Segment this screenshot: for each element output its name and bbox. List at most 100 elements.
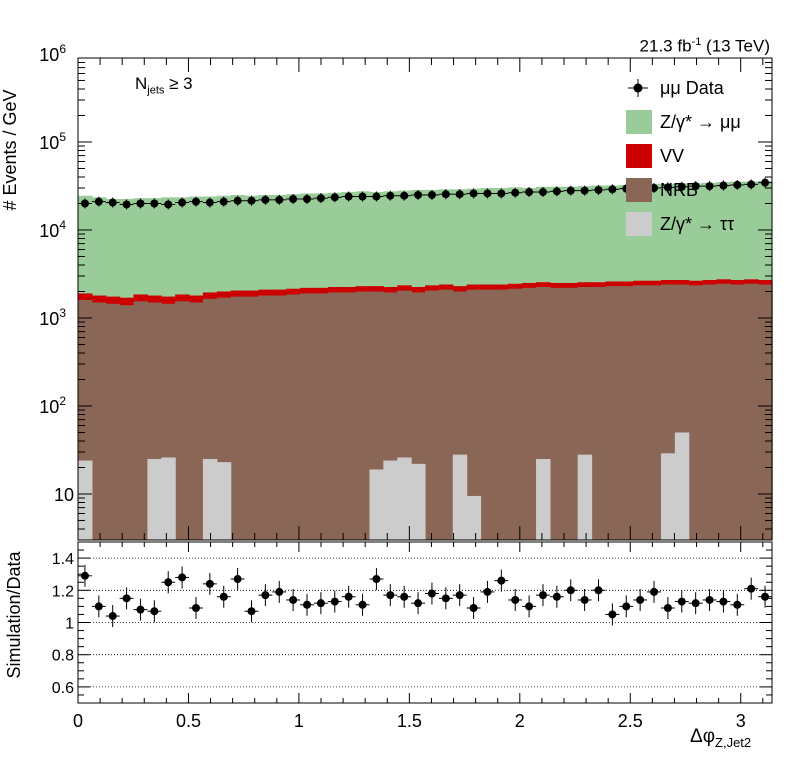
data-point-46: [719, 181, 728, 190]
data-point-32: [525, 188, 534, 197]
ratio-point-29: [483, 587, 492, 596]
ratio-point-22: [386, 591, 395, 600]
data-point-8: [191, 197, 200, 206]
nrb-bar-46: [716, 283, 731, 540]
legend-swatch-vv: [626, 144, 652, 168]
data-point-45: [705, 182, 714, 191]
ytick-label-10: 10: [54, 485, 74, 505]
nrb-bar-41: [647, 285, 662, 540]
data-point-23: [400, 191, 409, 200]
nrb-bar-15: [286, 294, 301, 540]
tautau-bar-28: [466, 495, 482, 540]
data-point-42: [663, 183, 672, 192]
legend-swatch-tautau: [626, 212, 652, 236]
nrb-bar-45: [702, 284, 718, 540]
ratio-point-34: [552, 592, 561, 601]
tautau-bar-36: [577, 454, 593, 540]
data-point-27: [455, 190, 464, 199]
nrb-bar-30: [494, 289, 509, 540]
nrb-bar-3: [119, 305, 135, 540]
ratio-point-23: [400, 592, 409, 601]
nrb-bar-37: [591, 286, 607, 540]
legend-data-marker: [633, 83, 643, 93]
xtick-label-3: 1.5: [397, 711, 422, 731]
data-point-17: [316, 194, 325, 203]
jet-multiplicity-label: Njets ≥ 3: [135, 74, 193, 97]
ytick-label-1000: 103: [39, 306, 66, 329]
ratio-point-44: [691, 599, 700, 608]
data-point-19: [344, 192, 353, 201]
ratio-point-32: [525, 602, 534, 611]
nrb-bar-16: [300, 293, 315, 540]
ratio-point-11: [233, 575, 242, 584]
data-point-36: [580, 186, 589, 195]
ratio-point-20: [358, 600, 367, 609]
tautau-bar-33: [536, 458, 551, 540]
ratio-point-26: [441, 594, 450, 603]
ratio-point-0: [80, 571, 89, 580]
xtick-label-4: 2: [515, 711, 525, 731]
tautau-bar-23: [397, 457, 412, 540]
tautau-bar-24: [411, 463, 426, 540]
ratio-point-31: [511, 595, 520, 604]
tautau-bar-22: [383, 460, 398, 540]
ratio-point-15: [289, 595, 298, 604]
data-point-5: [150, 199, 159, 208]
legend-swatch-zmumu: [626, 110, 652, 134]
data-point-15: [289, 194, 298, 203]
legend-label-vv: VV: [660, 146, 684, 166]
ratio-point-47: [733, 600, 742, 609]
nrb-bar-29: [480, 289, 495, 540]
ytick-label-100000: 105: [39, 130, 66, 153]
xtick-label-1: 0.5: [176, 711, 201, 731]
nrb-bar-4: [133, 301, 148, 540]
ratio-point-42: [663, 604, 672, 613]
ratio-point-19: [344, 592, 353, 601]
data-point-47: [733, 180, 742, 189]
tautau-bar-21: [369, 469, 384, 540]
nrb-bar-26: [438, 289, 454, 540]
nrb-bar-19: [341, 292, 357, 540]
data-point-38: [608, 185, 617, 194]
ratio-point-5: [150, 607, 159, 616]
nrb-bar-20: [355, 291, 371, 540]
data-point-14: [275, 195, 284, 204]
nrb-bar-25: [425, 290, 440, 540]
ratio-point-28: [469, 604, 478, 613]
nrb-bar-2: [105, 303, 121, 540]
data-point-30: [497, 189, 506, 198]
main-frame: [77, 57, 773, 541]
ratio-point-8: [191, 604, 200, 613]
nrb-bar-32: [522, 287, 537, 540]
legend-label-tautau: Z/γ* → ττ: [660, 214, 734, 234]
nrb-bar-39: [619, 286, 634, 540]
xtick-label-0: 0: [73, 711, 83, 731]
data-point-9: [205, 198, 214, 207]
data-point-33: [538, 188, 547, 197]
tautau-bar-42: [660, 453, 676, 540]
nrb-bar-11: [230, 296, 246, 540]
xtick-label-2: 1: [294, 711, 304, 731]
y-axis-title-ratio: Simulation/Data: [4, 551, 24, 679]
data-point-49: [761, 178, 770, 187]
tautau-bar-27: [452, 454, 468, 540]
ratio-point-17: [316, 599, 325, 608]
legend-label-zmumu: Z/γ* → μμ: [660, 112, 741, 132]
ratio-point-46: [719, 597, 728, 606]
ratio-point-41: [650, 587, 659, 596]
ratio-point-43: [677, 597, 686, 606]
ratio-point-48: [747, 584, 756, 593]
ratio-plot-area: [78, 542, 772, 703]
ytick-label-10000: 104: [39, 218, 66, 241]
ytick-label-100: 102: [39, 394, 66, 417]
data-point-34: [552, 187, 561, 196]
nrb-bar-28: [466, 289, 482, 540]
tautau-bar-9: [202, 458, 218, 540]
ratio-point-38: [608, 610, 617, 619]
nrb-bar-34: [549, 287, 565, 540]
ratio-point-24: [414, 599, 423, 608]
data-point-31: [511, 188, 520, 197]
nrb-bar-1: [91, 302, 107, 540]
data-point-10: [219, 197, 228, 206]
